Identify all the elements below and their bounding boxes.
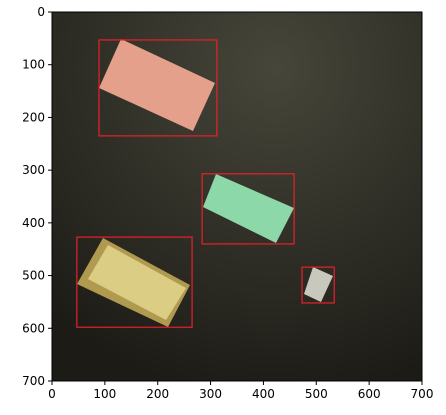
y-tick-label: 600 xyxy=(22,321,45,335)
object xyxy=(304,267,333,302)
x-tick-label: 200 xyxy=(146,387,169,401)
x-tick-label: 400 xyxy=(252,387,275,401)
x-tick-label: 600 xyxy=(358,387,381,401)
object xyxy=(88,245,186,320)
y-tick-label: 100 xyxy=(22,58,45,72)
object xyxy=(203,174,294,243)
object xyxy=(99,39,215,131)
axes-frame xyxy=(51,11,423,382)
x-tick-label: 100 xyxy=(93,387,116,401)
bounding-box xyxy=(98,39,218,137)
x-tick-label: 0 xyxy=(48,387,56,401)
bounding-box xyxy=(201,173,295,245)
x-tick-label: 700 xyxy=(411,387,434,401)
y-tick-label: 400 xyxy=(22,216,45,230)
y-tick-label: 700 xyxy=(22,374,45,388)
x-tick-label: 300 xyxy=(199,387,222,401)
x-tick-label: 500 xyxy=(305,387,328,401)
y-tick-label: 500 xyxy=(22,269,45,283)
bounding-box xyxy=(301,266,335,304)
bounding-box xyxy=(76,236,193,328)
y-tick-label: 0 xyxy=(37,5,45,19)
y-tick-label: 200 xyxy=(22,110,45,124)
y-tick-label: 300 xyxy=(22,163,45,177)
